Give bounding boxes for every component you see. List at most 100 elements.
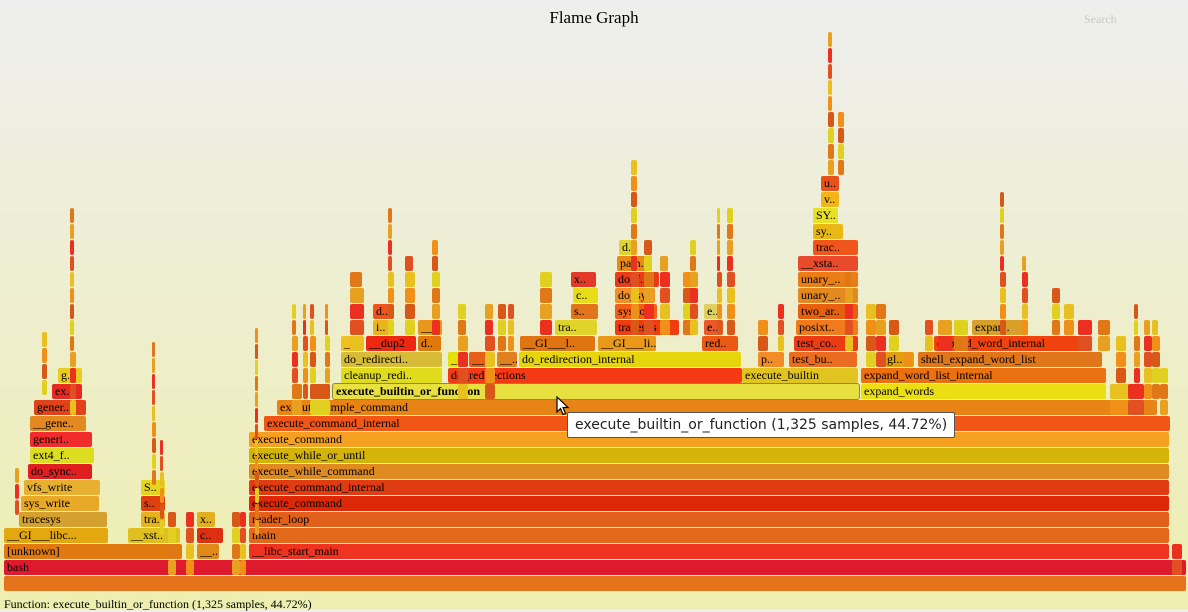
flame-frame-narrow[interactable]: [255, 344, 258, 359]
flame-frame-narrow[interactable]: [292, 384, 302, 399]
flame-frame-narrow[interactable]: [644, 240, 652, 255]
flame-frame-narrow[interactable]: [350, 304, 364, 319]
flame-frame-narrow[interactable]: [498, 320, 506, 335]
flame-frame-narrow[interactable]: [255, 488, 259, 503]
flame-frame-narrow[interactable]: [631, 256, 637, 271]
flame-frame-narrow[interactable]: [255, 440, 258, 455]
flame-frame-narrow[interactable]: [717, 256, 720, 271]
flame-frame-narrow[interactable]: [828, 48, 832, 63]
flame-frame-narrow[interactable]: [954, 320, 968, 335]
flame-frame-narrow[interactable]: [889, 320, 899, 335]
flame-frame-narrow[interactable]: [432, 304, 440, 319]
flame-frame-narrow[interactable]: [727, 256, 733, 271]
flame-frame[interactable]: tra..: [141, 512, 165, 527]
flame-frame-narrow[interactable]: [1000, 320, 1006, 335]
flame-frame-narrow[interactable]: [432, 272, 440, 287]
flame-frame-narrow[interactable]: [485, 336, 495, 351]
flame-frame-narrow[interactable]: [168, 560, 176, 575]
flame-frame-narrow[interactable]: [1000, 288, 1006, 303]
flame-frame-narrow[interactable]: [631, 288, 639, 303]
flame-frame-narrow[interactable]: [325, 368, 330, 383]
flame-frame-narrow[interactable]: [152, 470, 156, 485]
flame-frame-narrow[interactable]: [388, 240, 392, 255]
flame-frame-narrow[interactable]: [485, 384, 495, 399]
flame-frame-narrow[interactable]: [889, 336, 899, 351]
flame-frame-narrow[interactable]: [240, 528, 246, 543]
flame-frame-narrow[interactable]: [255, 408, 258, 423]
flame-frame-narrow[interactable]: [160, 520, 164, 535]
flame-frame-narrow[interactable]: [1116, 352, 1126, 367]
flame-frame-narrow[interactable]: [458, 320, 466, 335]
flame-frame-narrow[interactable]: [1022, 320, 1028, 335]
flame-frame[interactable]: gener..: [34, 400, 86, 415]
flame-frame[interactable]: __xst..: [128, 528, 180, 543]
flame-frame-narrow[interactable]: [938, 336, 952, 351]
flame-frame-narrow[interactable]: [1098, 336, 1110, 351]
flame-frame-narrow[interactable]: [232, 528, 240, 543]
flame-frame-narrow[interactable]: [1000, 224, 1004, 239]
flame-frame-narrow[interactable]: [690, 272, 698, 287]
flame-frame-narrow[interactable]: [727, 240, 733, 255]
flame-frame-narrow[interactable]: [717, 320, 722, 335]
flame-frame-narrow[interactable]: [683, 288, 693, 303]
flame-frame-narrow[interactable]: [828, 96, 832, 111]
flame-frame-narrow[interactable]: [1022, 288, 1028, 303]
flame-frame-narrow[interactable]: [1134, 352, 1140, 367]
flame-frame-narrow[interactable]: [432, 320, 440, 335]
flame-frame[interactable]: vfs_write: [24, 480, 100, 495]
flame-frame-narrow[interactable]: [828, 32, 832, 47]
flame-frame-narrow[interactable]: [405, 256, 413, 271]
flame-frame-narrow[interactable]: [303, 336, 308, 351]
flame-frame-narrow[interactable]: [388, 224, 392, 239]
flame-frame-narrow[interactable]: [15, 468, 19, 483]
flame-frame[interactable]: trac..: [813, 240, 858, 255]
flame-frame-narrow[interactable]: [540, 272, 552, 287]
flame-frame-narrow[interactable]: [828, 80, 832, 95]
flame-frame-narrow[interactable]: [1172, 544, 1182, 559]
flame-frame-narrow[interactable]: [458, 384, 468, 399]
flame-frame-narrow[interactable]: [186, 560, 194, 575]
flame-frame[interactable]: ext4_f..: [30, 448, 94, 463]
flame-frame-narrow[interactable]: [310, 320, 314, 335]
flame-frame-narrow[interactable]: [255, 504, 259, 519]
flame-frame-narrow[interactable]: [168, 528, 176, 543]
flame-frame-narrow[interactable]: [690, 256, 696, 271]
flame-frame-narrow[interactable]: [1000, 192, 1004, 207]
flame-frame-narrow[interactable]: [70, 400, 76, 415]
flame-frame-narrow[interactable]: [152, 422, 156, 437]
flame-frame-narrow[interactable]: [727, 320, 735, 335]
flame-frame-narrow[interactable]: [866, 304, 876, 319]
flame-frame[interactable]: __GI___libc...: [4, 528, 108, 543]
flame-frame-narrow[interactable]: [508, 320, 514, 335]
flame-frame-narrow[interactable]: [1152, 352, 1160, 367]
flame-frame-narrow[interactable]: [876, 352, 886, 367]
flame-frame-narrow[interactable]: [828, 144, 834, 159]
flame-frame-narrow[interactable]: [303, 352, 308, 367]
flame-frame-narrow[interactable]: [350, 336, 364, 351]
flame-frame-narrow[interactable]: [1144, 352, 1152, 367]
flame-frame-narrow[interactable]: [1000, 256, 1004, 271]
flame-frame-narrow[interactable]: [1160, 368, 1168, 383]
flame-frame[interactable]: __..: [197, 544, 219, 559]
flame-frame-narrow[interactable]: [255, 376, 258, 391]
flame-frame-narrow[interactable]: [1152, 384, 1160, 399]
flame-frame-narrow[interactable]: [631, 304, 639, 319]
flame-frame-narrow[interactable]: [828, 160, 834, 175]
flame-frame-narrow[interactable]: [303, 384, 308, 399]
flame-frame[interactable]: main: [249, 528, 1169, 543]
flame-frame-narrow[interactable]: [405, 304, 415, 319]
flame-frame-narrow[interactable]: [1152, 320, 1158, 335]
flame-frame-narrow[interactable]: [1134, 320, 1138, 335]
flame-frame[interactable]: expand_words: [861, 384, 1106, 399]
flame-frame-narrow[interactable]: [727, 224, 733, 239]
flame-frame[interactable]: __gene..: [30, 416, 86, 431]
flame-frame-narrow[interactable]: [325, 352, 330, 367]
flame-frame-narrow[interactable]: [845, 336, 853, 351]
flame-frame[interactable]: test_bu..: [789, 352, 857, 367]
flame-frame-narrow[interactable]: [160, 456, 163, 471]
flame-frame-narrow[interactable]: [458, 336, 468, 351]
flame-frame-narrow[interactable]: [1098, 320, 1110, 335]
flame-frame-narrow[interactable]: [15, 484, 19, 499]
flame-frame-narrow[interactable]: [1160, 384, 1168, 399]
flame-frame[interactable]: reader_loop: [249, 512, 1169, 527]
